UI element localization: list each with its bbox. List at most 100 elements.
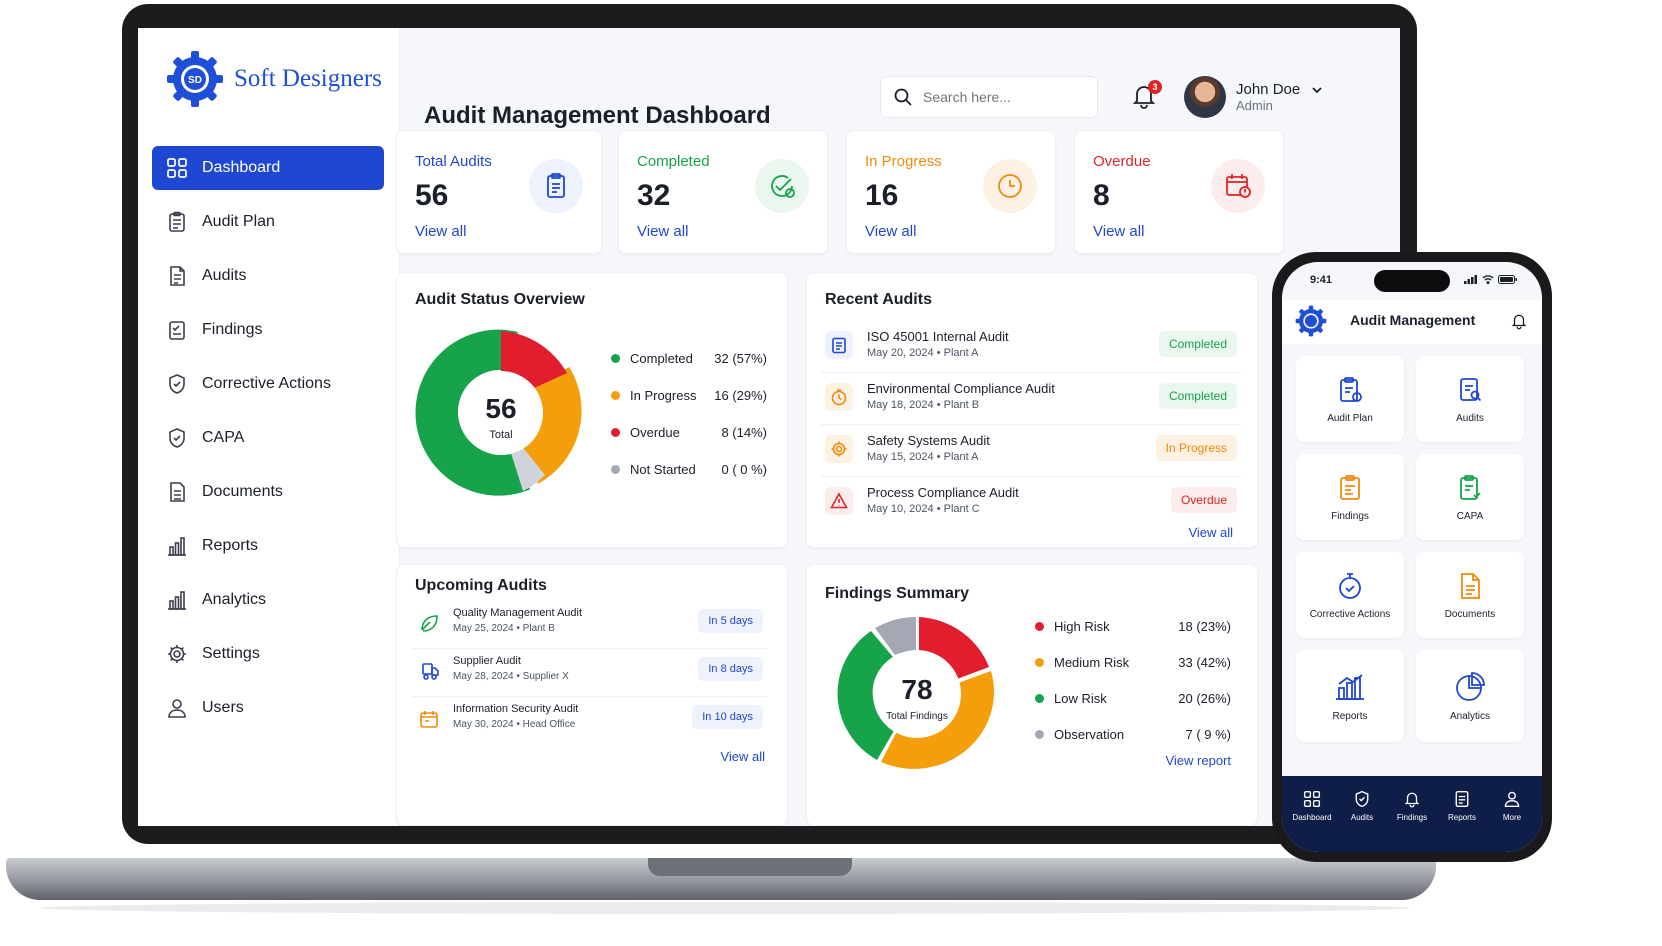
sidebar-item-analytics[interactable]: Analytics bbox=[152, 578, 384, 622]
bell-icon[interactable] bbox=[1510, 312, 1528, 330]
tile-audit-plan[interactable]: Audit Plan bbox=[1296, 356, 1404, 442]
audit-name: Quality Management Audit bbox=[453, 607, 583, 619]
tile-findings[interactable]: Findings bbox=[1296, 454, 1404, 540]
tab-label: Findings bbox=[1396, 813, 1428, 822]
sidebar-item-dashboard[interactable]: Dashboard bbox=[152, 146, 384, 190]
recent-audit-row[interactable]: ISO 45001 Internal Audit May 20, 2024 • … bbox=[821, 321, 1241, 373]
tile-label: Documents bbox=[1444, 608, 1496, 620]
sidebar-item-documents[interactable]: Documents bbox=[152, 470, 384, 514]
audit-icon-bg bbox=[415, 657, 443, 685]
stat-value: 56 bbox=[415, 179, 449, 212]
sidebar-item-label: Settings bbox=[202, 645, 260, 662]
calendar-icon bbox=[420, 711, 438, 728]
legend-label: Observation bbox=[1054, 727, 1125, 742]
view-all-link[interactable]: View all bbox=[720, 749, 765, 764]
recent-audit-row[interactable]: Environmental Compliance Audit May 18, 2… bbox=[821, 373, 1241, 425]
card-title: Recent Audits bbox=[825, 291, 932, 308]
legend-dot bbox=[1035, 658, 1044, 667]
legend-dot bbox=[611, 428, 620, 437]
view-all-link[interactable]: View all bbox=[1188, 525, 1233, 540]
tile-capa[interactable]: CAPA bbox=[1416, 454, 1524, 540]
tile-label: CAPA bbox=[1456, 510, 1484, 522]
bar-chart-icon bbox=[168, 537, 186, 556]
sidebar-item-audit-plan[interactable]: Audit Plan bbox=[152, 200, 384, 244]
sidebar-item-label: Audit Plan bbox=[202, 213, 275, 230]
sidebar: SD Soft Designers Dashboard Audit Plan A… bbox=[138, 28, 400, 826]
legend-value: 20 (26%) bbox=[1178, 691, 1231, 706]
view-all-link[interactable]: View all bbox=[637, 223, 689, 240]
audit-date: May 15, 2024 bbox=[867, 451, 934, 463]
truck-icon bbox=[422, 663, 439, 680]
upcoming-audit-row[interactable]: Information Security Audit May 30, 2024 … bbox=[411, 697, 767, 745]
tab-reports[interactable]: Reports bbox=[1436, 790, 1488, 822]
stat-icon-bg bbox=[983, 159, 1037, 213]
chevron-down-icon bbox=[1312, 87, 1322, 94]
search-input[interactable] bbox=[923, 89, 1083, 105]
tab-dashboard[interactable]: Dashboard bbox=[1286, 790, 1338, 822]
timer-icon bbox=[831, 389, 847, 406]
upcoming-audit-row[interactable]: Supplier Audit May 28, 2024 • Supplier X… bbox=[411, 649, 767, 697]
tile-analytics[interactable]: Analytics bbox=[1416, 650, 1524, 742]
audit-status-donut: 56 Total bbox=[415, 329, 582, 496]
logo[interactable]: SD Soft Designers bbox=[164, 48, 382, 110]
stat-card-in-progress: In Progress 16 View all bbox=[846, 130, 1056, 254]
sidebar-item-audits[interactable]: Audits bbox=[152, 254, 384, 298]
tab-findings[interactable]: Findings bbox=[1386, 790, 1438, 822]
clock-icon bbox=[998, 174, 1022, 198]
tile-reports[interactable]: Reports bbox=[1296, 650, 1404, 742]
gear-logo-icon[interactable] bbox=[1294, 304, 1328, 338]
brand-name: Soft Designers bbox=[234, 65, 382, 92]
sidebar-item-settings[interactable]: Settings bbox=[152, 632, 384, 676]
tile-audits[interactable]: Audits bbox=[1416, 356, 1524, 442]
view-all-link[interactable]: View all bbox=[415, 223, 467, 240]
audit-meta: May 30, 2024 • Head Office bbox=[453, 719, 576, 730]
view-all-link[interactable]: View all bbox=[1093, 223, 1145, 240]
pie-chart-icon bbox=[1456, 671, 1485, 701]
tab-audits[interactable]: Audits bbox=[1336, 790, 1388, 822]
sidebar-item-findings[interactable]: Findings bbox=[152, 308, 384, 352]
sidebar-nav: Dashboard Audit Plan Audits Findings Cor… bbox=[152, 146, 384, 740]
audit-meta: May 18, 2024 • Plant B bbox=[867, 399, 980, 411]
tile-documents[interactable]: Documents bbox=[1416, 552, 1524, 638]
shield-check-icon bbox=[169, 428, 185, 448]
audit-date: May 28, 2024 bbox=[453, 671, 514, 682]
legend-label: Not Started bbox=[630, 462, 696, 477]
stat-value: 32 bbox=[637, 179, 671, 212]
legend-item: Medium Risk bbox=[1035, 655, 1129, 670]
donut-center-label: Total bbox=[489, 429, 512, 441]
audit-name: Safety Systems Audit bbox=[867, 433, 990, 448]
search-box[interactable] bbox=[880, 76, 1098, 118]
view-all-link[interactable]: View all bbox=[865, 223, 917, 240]
card-title: Upcoming Audits bbox=[415, 577, 547, 594]
sidebar-item-label: CAPA bbox=[202, 429, 245, 446]
view-report-link[interactable]: View report bbox=[1165, 753, 1231, 768]
timer-check-icon bbox=[1339, 572, 1361, 599]
audit-site: Plant A bbox=[943, 451, 979, 463]
legend-item: Completed bbox=[611, 351, 693, 366]
findings-donut: 78 Total Findings bbox=[837, 617, 994, 769]
audit-icon-bg bbox=[415, 705, 443, 733]
recent-audit-row[interactable]: Process Compliance Audit May 10, 2024 • … bbox=[821, 477, 1241, 529]
user-menu[interactable]: John Doe Admin bbox=[1184, 76, 1324, 118]
sidebar-item-reports[interactable]: Reports bbox=[152, 524, 384, 568]
sidebar-item-corrective-actions[interactable]: Corrective Actions bbox=[152, 362, 384, 406]
status-icons bbox=[1464, 275, 1518, 284]
legend-label: High Risk bbox=[1054, 619, 1110, 634]
status-badge: Overdue bbox=[1170, 487, 1237, 513]
sidebar-item-capa[interactable]: CAPA bbox=[152, 416, 384, 460]
stat-card-overdue: Overdue 8 View all bbox=[1074, 130, 1284, 254]
search-icon bbox=[894, 88, 912, 106]
tab-more[interactable]: More bbox=[1486, 790, 1538, 822]
warning-icon bbox=[830, 492, 848, 509]
laptop-shadow bbox=[40, 902, 1410, 914]
bell-icon[interactable] bbox=[1130, 82, 1158, 110]
recent-audit-row[interactable]: Safety Systems Audit May 15, 2024 • Plan… bbox=[821, 425, 1241, 477]
stat-card-completed: Completed 32 View all bbox=[618, 130, 828, 254]
file-icon bbox=[170, 482, 185, 502]
audit-site: Plant B bbox=[522, 623, 555, 634]
upcoming-audits-card: Upcoming Audits Quality Management Audit… bbox=[396, 564, 788, 826]
sidebar-item-users[interactable]: Users bbox=[152, 686, 384, 730]
upcoming-audit-row[interactable]: Quality Management Audit May 25, 2024 • … bbox=[411, 601, 767, 649]
tile-corrective-actions[interactable]: Corrective Actions bbox=[1296, 552, 1404, 638]
legend-value: 16 (29%) bbox=[714, 388, 767, 403]
